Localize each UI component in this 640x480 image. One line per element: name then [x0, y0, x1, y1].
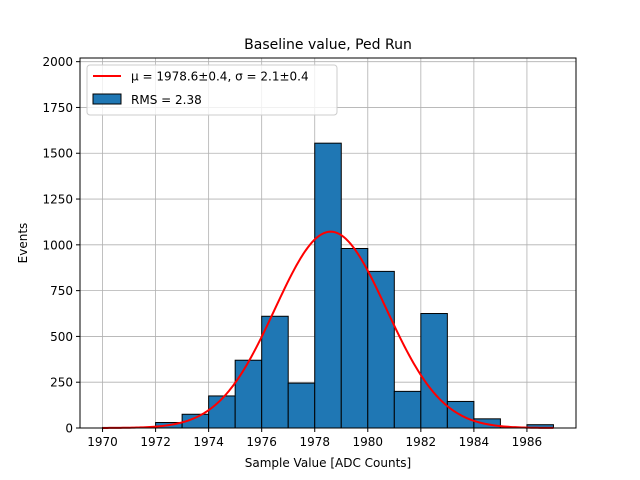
y-tick-label: 0 — [65, 422, 73, 436]
legend-fit-label: μ = 1978.6±0.4, σ = 2.1±0.4 — [131, 70, 309, 84]
x-tick-label: 1978 — [299, 435, 330, 449]
y-tick-label: 500 — [50, 330, 73, 344]
histogram-bar — [420, 313, 448, 429]
x-tick-label: 1974 — [193, 435, 224, 449]
chart-title: Baseline value, Ped Run — [244, 37, 412, 53]
y-axis-label: Events — [16, 223, 30, 264]
histogram-bar — [367, 270, 395, 429]
x-tick-label: 1972 — [140, 435, 171, 449]
gaussian-fit — [102, 230, 554, 429]
histogram-bar — [314, 142, 342, 429]
y-tick-label: 1000 — [42, 238, 73, 252]
x-tick-label: 1976 — [246, 435, 277, 449]
y-tick-label: 1750 — [42, 101, 73, 115]
histogram-bar — [393, 390, 422, 429]
legend-hist-swatch — [92, 93, 122, 105]
histogram-bar — [287, 382, 316, 429]
x-axis-label: Sample Value [ADC Counts] — [245, 456, 411, 470]
x-tick-label: 1986 — [512, 435, 543, 449]
y-tick-label: 2000 — [42, 55, 73, 69]
y-axis-ticks: 0 250 500 750 1000 1250 1500 1750 2000 — [42, 55, 80, 436]
histogram-bar — [234, 359, 263, 429]
legend-hist-label: RMS = 2.38 — [131, 93, 202, 107]
histogram-bar — [208, 395, 236, 429]
y-tick-label: 1500 — [42, 147, 73, 161]
y-tick-label: 250 — [50, 376, 73, 390]
legend: μ = 1978.6±0.4, σ = 2.1±0.4 RMS = 2.38 — [86, 64, 338, 116]
x-tick-label: 1982 — [406, 435, 437, 449]
legend-box — [86, 64, 338, 116]
histogram-bar — [340, 247, 369, 429]
plot-frame — [79, 57, 577, 429]
x-tick-label: 1984 — [459, 435, 490, 449]
fit-curve — [102, 230, 554, 429]
histogram-bar — [261, 315, 289, 429]
x-axis-ticks: 1970 1972 1974 1976 1978 1980 1982 1984 1986 — [87, 428, 542, 449]
y-tick-label: 1250 — [42, 193, 73, 207]
x-tick-label: 1970 — [87, 435, 118, 449]
y-tick-label: 750 — [50, 284, 73, 298]
x-tick-label: 1980 — [353, 435, 384, 449]
